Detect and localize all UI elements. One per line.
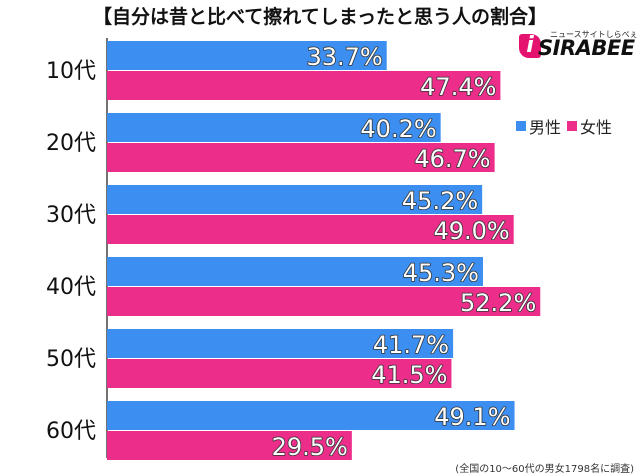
bar-female (107, 431, 352, 460)
value-label-male: 33.7% (306, 43, 382, 71)
legend-item-female: 女性 (567, 114, 612, 138)
chart-title: 【自分は昔と比べて擦れてしまったと思う人の割合】 (93, 6, 547, 28)
value-label-male: 41.7% (373, 331, 449, 359)
sirabee-logo: ニュースサイトしらべぇ i SIRABEE (516, 28, 638, 62)
legend-label-male: 男性 (529, 118, 562, 137)
value-label-female: 49.0% (433, 217, 509, 245)
survey-note: (全国の10～60代の男女1798名に調査) (455, 464, 634, 475)
legend-swatch-male (516, 121, 526, 131)
value-label-male: 49.1% (434, 403, 510, 431)
category-label: 10代 (46, 59, 96, 84)
legend-item-male: 男性 (516, 114, 561, 138)
bar-female (107, 359, 452, 388)
category-label: 50代 (46, 347, 96, 372)
value-label-female: 29.5% (272, 433, 348, 461)
bar-female (107, 71, 501, 100)
bar-female (107, 215, 514, 244)
bar-male (107, 329, 454, 358)
bar-male (107, 257, 483, 286)
category-label: 20代 (46, 131, 96, 156)
category-label: 40代 (46, 275, 96, 300)
legend-swatch-female (567, 121, 578, 131)
legend-label-female: 女性 (580, 118, 613, 137)
value-label-female: 52.2% (460, 289, 536, 317)
category-label: 30代 (46, 203, 96, 228)
value-label-male: 45.2% (402, 187, 478, 215)
bar-male (107, 113, 441, 142)
category-label: 60代 (46, 419, 96, 444)
logo-mark-icon: i (519, 34, 541, 58)
value-label-female: 46.7% (414, 145, 490, 173)
logo-tagline: ニュースサイトしらべぇ (550, 30, 638, 39)
value-label-female: 47.4% (420, 73, 496, 101)
value-label-male: 45.3% (403, 259, 479, 287)
value-label-female: 41.5% (371, 361, 447, 389)
bar-male (107, 185, 483, 214)
value-label-male: 40.2% (360, 115, 436, 143)
bar-male (107, 41, 387, 70)
bar-female (107, 287, 541, 316)
bar-male (107, 401, 515, 430)
legend: 男性 女性 (512, 112, 617, 140)
bar-female (107, 143, 495, 172)
logo-wordmark: SIRABEE (538, 36, 635, 60)
